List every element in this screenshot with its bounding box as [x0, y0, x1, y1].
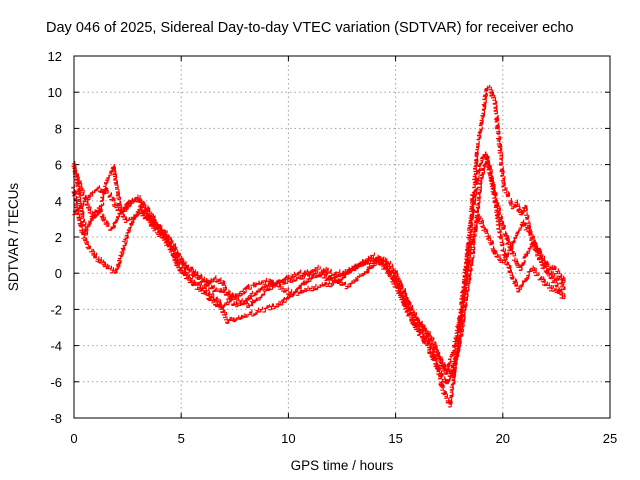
x-tick-label: 5 — [178, 431, 185, 446]
series-track-b-markers — [71, 151, 566, 408]
x-tick-label: 25 — [603, 431, 617, 446]
x-tick-label: 10 — [281, 431, 295, 446]
y-tick-label: 2 — [55, 230, 62, 245]
x-tick-label: 20 — [496, 431, 510, 446]
y-tick-label: 10 — [48, 85, 62, 100]
y-tick-label: 12 — [48, 49, 62, 64]
y-tick-label: 0 — [55, 266, 62, 281]
data-layer — [71, 84, 566, 408]
x-tick-label: 0 — [70, 431, 77, 446]
chart-title: Day 046 of 2025, Sidereal Day-to-day VTE… — [46, 20, 574, 36]
grid-layer — [74, 56, 610, 418]
plot-frame — [73, 55, 611, 419]
y-tick-label: 6 — [55, 158, 62, 173]
y-tick-label: -6 — [50, 375, 62, 390]
series-track-d-markers — [72, 153, 566, 377]
y-tick-label: 8 — [55, 121, 62, 136]
y-tick-label: -8 — [50, 411, 62, 426]
series-track-a-markers — [71, 84, 566, 385]
y-axis-title: SDTVAR / TECUs — [6, 183, 21, 292]
y-tick-label: 4 — [55, 194, 62, 209]
x-axis-title: GPS time / hours — [291, 458, 394, 473]
x-tick-label: 15 — [388, 431, 402, 446]
y-tick-label: -2 — [50, 302, 62, 317]
y-tick-label: -4 — [50, 339, 62, 354]
